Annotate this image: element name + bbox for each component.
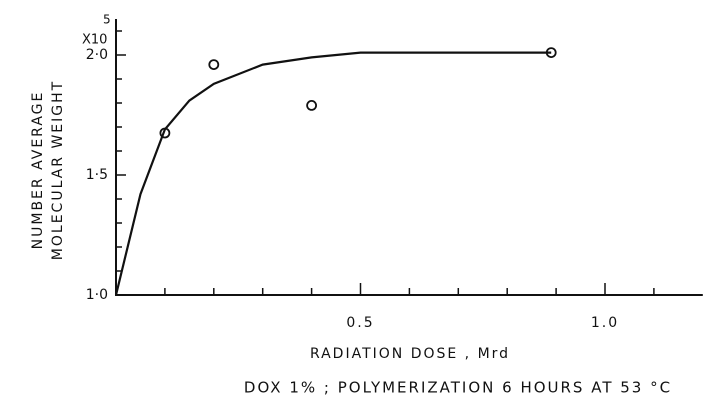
data-point: [306, 100, 318, 111]
caption: DOX 1% ; POLYMERIZATION 6 HOURS AT 53 °C: [244, 379, 672, 397]
y-multiplier: X10: [82, 33, 107, 48]
y-multiplier-exponent: 5: [103, 13, 111, 27]
y-tick-label: 1·0: [86, 287, 108, 303]
y-axis-label: NUMBER AVERAGE: [30, 91, 46, 250]
fit-curve: [114, 51, 552, 296]
data-point: [545, 47, 557, 58]
x-tick-label: 1.0: [591, 315, 619, 331]
y-tick-label: 2·0: [86, 47, 108, 63]
data-point: [208, 59, 220, 70]
y-axis-label: MOLECULAR WEIGHT: [50, 80, 66, 260]
x-tick-label: 0.5: [346, 315, 374, 331]
data-point: [159, 127, 171, 139]
y-tick-label: 1·5: [86, 167, 108, 183]
axes: [115, 19, 703, 296]
x-axis-label: RADIATION DOSE , Mrd: [310, 346, 510, 362]
